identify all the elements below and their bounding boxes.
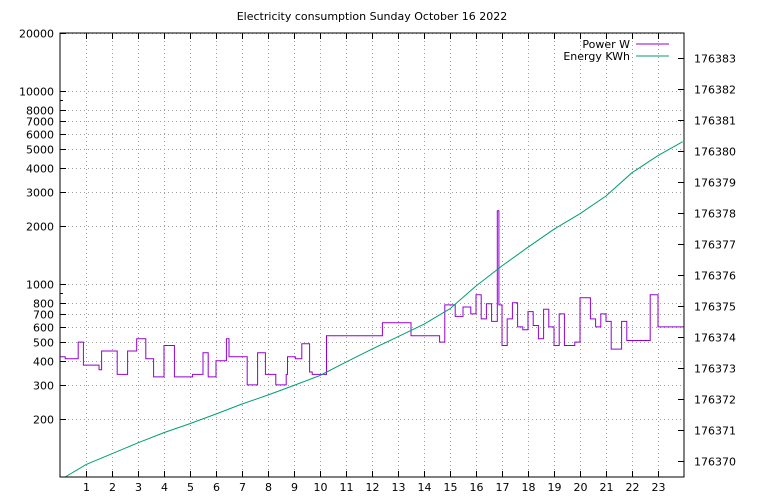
x-tick-label: 4 bbox=[161, 481, 168, 494]
y-left-tick-label: 300 bbox=[33, 380, 54, 393]
y-right-tick-label: 176377 bbox=[694, 239, 736, 252]
x-tick-label: 21 bbox=[600, 481, 614, 494]
y-right-tick-label: 176380 bbox=[694, 146, 736, 159]
x-tick-label: 7 bbox=[239, 481, 246, 494]
x-tick-label: 15 bbox=[444, 481, 458, 494]
x-tick-label: 18 bbox=[522, 481, 536, 494]
x-tick-label: 11 bbox=[340, 481, 354, 494]
x-tick-label: 9 bbox=[291, 481, 298, 494]
y-left-tick-label: 200 bbox=[33, 414, 54, 427]
x-tick-label: 14 bbox=[418, 481, 432, 494]
y-left-tick-label: 500 bbox=[33, 337, 54, 350]
y-right-tick-label: 176375 bbox=[694, 301, 736, 314]
x-tick-label: 23 bbox=[652, 481, 666, 494]
y-left-tick-label: 7000 bbox=[26, 116, 54, 129]
y-left-tick-label: 8000 bbox=[26, 105, 54, 118]
x-tick-label: 13 bbox=[392, 481, 406, 494]
y-left-tick-label: 1000 bbox=[26, 279, 54, 292]
y-left-tick-label: 10000 bbox=[19, 86, 54, 99]
y-right-tick-label: 176371 bbox=[694, 425, 736, 438]
x-tick-label: 16 bbox=[470, 481, 484, 494]
y-right-tick-label: 176382 bbox=[694, 84, 736, 97]
y-left-tick-label: 700 bbox=[33, 309, 54, 322]
grid bbox=[60, 33, 684, 477]
x-tick-label: 6 bbox=[213, 481, 220, 494]
plot-frame bbox=[59, 32, 685, 478]
x-tick-label: 10 bbox=[314, 481, 328, 494]
y-left-tick-label: 3000 bbox=[26, 187, 54, 200]
y-left-tick-label: 600 bbox=[33, 322, 54, 335]
y-left-tick-label: 400 bbox=[33, 356, 54, 369]
x-tick-label: 12 bbox=[366, 481, 380, 494]
y-right-tick-label: 176372 bbox=[694, 394, 736, 407]
series-layer bbox=[60, 141, 684, 478]
y-left-tick-label: 20000 bbox=[19, 28, 54, 41]
y-left-tick-label: 2000 bbox=[26, 221, 54, 234]
legend-label: Energy KWh bbox=[563, 50, 630, 63]
chart-title: Electricity consumption Sunday October 1… bbox=[237, 10, 508, 23]
x-tick-label: 19 bbox=[548, 481, 562, 494]
y-left-tick-label: 5000 bbox=[26, 144, 54, 157]
legend-label: Power W bbox=[582, 38, 630, 51]
x-tick-label: 2 bbox=[109, 481, 116, 494]
y-left-tick-label: 800 bbox=[33, 298, 54, 311]
y-right-tick-label: 176379 bbox=[694, 177, 736, 190]
y-left-tick-label: 4000 bbox=[26, 163, 54, 176]
power-series-line bbox=[60, 210, 684, 386]
y-right-tick-label: 176374 bbox=[694, 332, 736, 345]
y-right-tick-label: 176370 bbox=[694, 456, 736, 469]
y-right-tick-label: 176383 bbox=[694, 53, 736, 66]
y-right-tick-label: 176378 bbox=[694, 208, 736, 221]
x-tick-label: 17 bbox=[496, 481, 510, 494]
x-tick-label: 1 bbox=[83, 481, 90, 494]
x-tick-label: 22 bbox=[626, 481, 640, 494]
y-left-tick-label: 6000 bbox=[26, 129, 54, 142]
energy-series-line bbox=[64, 141, 683, 478]
y-right-tick-label: 176381 bbox=[694, 115, 736, 128]
x-tick-label: 3 bbox=[135, 481, 142, 494]
y-right-tick-label: 176376 bbox=[694, 270, 736, 283]
y-right-tick-label: 176373 bbox=[694, 363, 736, 376]
x-tick-label: 5 bbox=[187, 481, 194, 494]
x-tick-label: 20 bbox=[574, 481, 588, 494]
x-tick-label: 8 bbox=[265, 481, 272, 494]
axes-ticks: 1 2 3 4 5 6 7 8 9 10 11 12 13 14 15 16 17 18 19 20 21 22 23200… bbox=[19, 28, 736, 495]
